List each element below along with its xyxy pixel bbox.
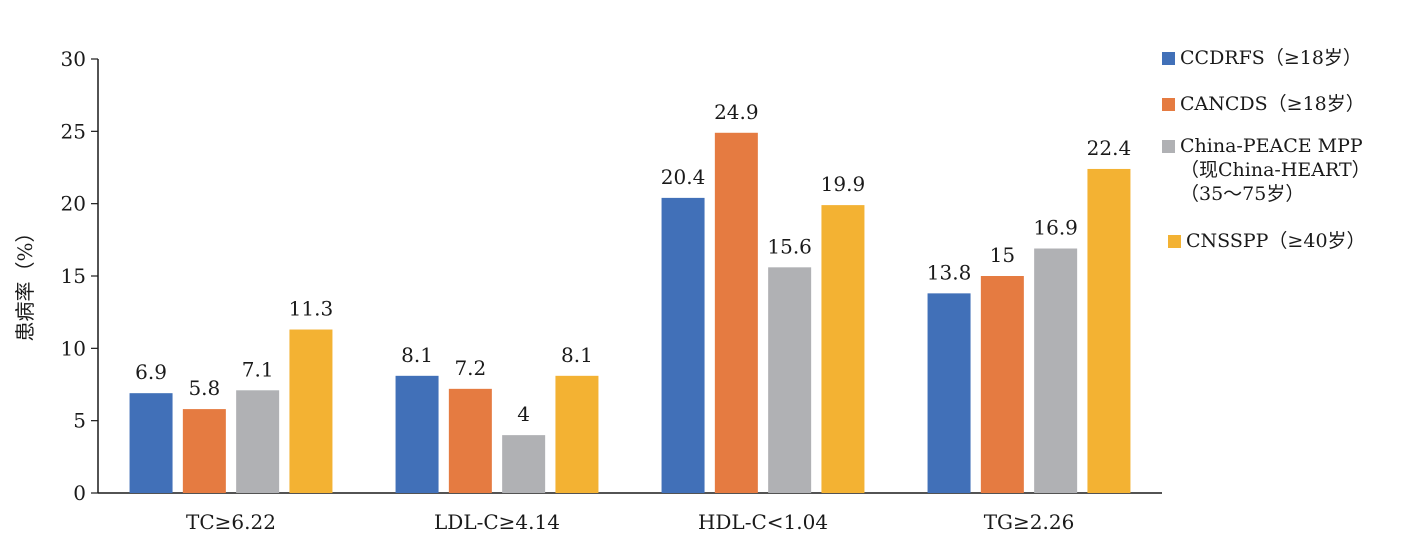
x-tick-label: LDL-C≥4.14: [434, 510, 560, 534]
legend-label: China-PEACE MPP （现China-HEART） （35～75岁）: [1180, 134, 1371, 206]
bar-value-label: 8.1: [561, 343, 593, 367]
y-tick-label: 5: [73, 409, 86, 433]
x-tick-label: TC≥6.22: [186, 510, 276, 534]
bar-value-label: 13.8: [927, 260, 972, 284]
bar-value-label: 6.9: [135, 360, 167, 384]
bar-value-label: 7.1: [242, 357, 274, 381]
x-tick-label: HDL-C<1.04: [698, 510, 828, 534]
legend-item: China-PEACE MPP （现China-HEART） （35～75岁）: [1162, 134, 1371, 206]
bar: [289, 329, 333, 493]
bar: [395, 375, 439, 493]
bar: [661, 197, 705, 493]
bar-value-label: 8.1: [401, 343, 433, 367]
legend-label: CCDRFS（≥18岁）: [1180, 46, 1362, 70]
legend-label: CNSSPP（≥40岁）: [1186, 229, 1366, 253]
bar-value-label: 11.3: [289, 297, 334, 321]
legend-label-line: CNSSPP（≥40岁）: [1186, 230, 1366, 252]
bar: [714, 132, 758, 493]
bar: [129, 393, 173, 493]
y-tick-label: 30: [61, 47, 86, 71]
y-tick-label: 20: [61, 192, 86, 216]
bar-value-label: 20.4: [661, 165, 706, 189]
y-tick-label: 15: [61, 264, 86, 288]
y-axis: 0 5 10 15 20 25 30: [61, 47, 99, 505]
bar-value-label: 15: [990, 243, 1015, 267]
bar: [768, 267, 812, 493]
bar: [502, 435, 546, 493]
legend-swatch: [1162, 140, 1175, 153]
bar: [182, 409, 226, 493]
bar: [236, 390, 280, 493]
bars: [129, 132, 1131, 494]
x-axis: TC≥6.22 LDL-C≥4.14 HDL-C<1.04 TG≥2.26: [98, 492, 1162, 534]
bar: [1087, 168, 1131, 494]
bar: [927, 293, 971, 493]
legend-label-line: （35～75岁）: [1180, 183, 1305, 205]
y-tick-label: 10: [61, 336, 86, 360]
data-labels: 6.9 5.8 7.1 11.3 8.1 7.2 4 8.1 20.4 24.9 15.6 19.9 1…: [135, 100, 1131, 426]
bar: [821, 205, 865, 493]
y-axis-title: 患病率（%）: [13, 222, 37, 341]
legend-label: CANCDS（≥18岁）: [1180, 92, 1365, 116]
legend-item: CNSSPP（≥40岁）: [1168, 229, 1366, 253]
legend-swatch: [1162, 98, 1175, 111]
legend-label-line: CANCDS（≥18岁）: [1180, 93, 1365, 115]
bar-value-label: 4: [517, 402, 530, 426]
bar-value-label: 24.9: [714, 100, 759, 124]
bar-value-label: 22.4: [1087, 136, 1132, 160]
y-tick-label: 0: [73, 481, 86, 505]
legend-item: CCDRFS（≥18岁）: [1162, 46, 1362, 70]
legend-label-line: CCDRFS（≥18岁）: [1180, 47, 1362, 69]
y-tick-label: 25: [61, 119, 86, 143]
bar: [555, 375, 599, 493]
legend-label-line: （现China-HEART）: [1180, 159, 1371, 181]
bar-value-label: 5.8: [188, 376, 220, 400]
legend-swatch: [1168, 235, 1181, 248]
bar: [448, 388, 492, 493]
bar-value-label: 15.6: [767, 234, 812, 258]
bar-value-label: 16.9: [1033, 216, 1078, 240]
bar-value-label: 7.2: [454, 356, 486, 380]
bar-value-label: 19.9: [821, 172, 866, 196]
legend-label-line: China-PEACE MPP: [1180, 135, 1363, 157]
legend-item: CANCDS（≥18岁）: [1162, 92, 1365, 116]
bar: [980, 276, 1024, 493]
x-tick-label: TG≥2.26: [984, 510, 1075, 534]
legend-swatch: [1162, 52, 1175, 65]
bar: [1034, 248, 1078, 493]
